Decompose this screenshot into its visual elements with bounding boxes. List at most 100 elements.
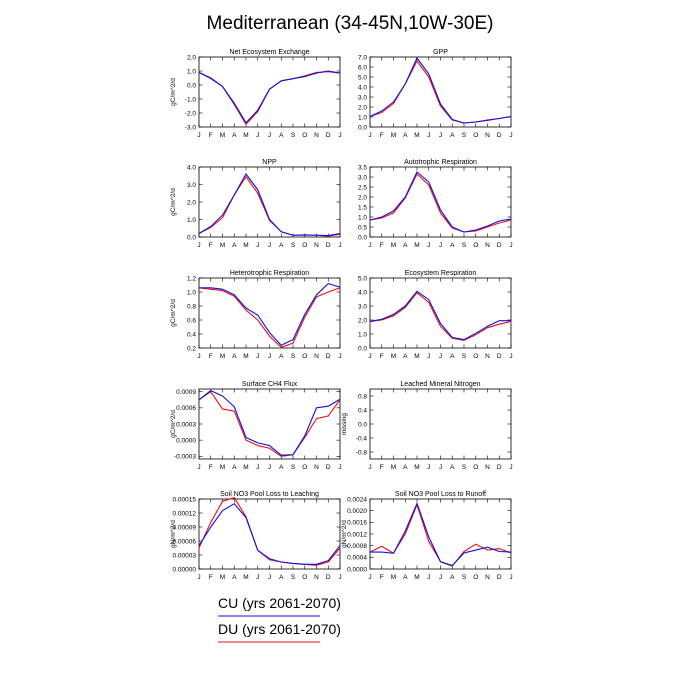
x-tick-label: S — [291, 353, 296, 360]
x-tick-label: F — [209, 574, 213, 581]
x-tick-label: J — [368, 242, 371, 249]
x-tick-label: F — [209, 132, 213, 139]
x-tick-label: J — [439, 242, 442, 249]
x-tick-label: F — [380, 132, 384, 139]
x-tick-label: M — [414, 132, 419, 139]
x-tick-label: A — [450, 353, 455, 360]
x-tick-label: A — [403, 464, 408, 471]
x-tick-label: J — [368, 464, 371, 471]
x-tick-label: M — [243, 242, 248, 249]
x-tick-label: J — [509, 132, 512, 139]
y-tick-label: 0.0000 — [347, 566, 367, 573]
plot-frame — [198, 166, 341, 238]
y-tick-label: 2.0 — [187, 199, 196, 206]
x-tick-label: A — [403, 242, 408, 249]
x-tick-label: J — [197, 132, 200, 139]
y-tick-label: 7.0 — [358, 54, 367, 61]
panel-title: Heterotrophic Respiration — [230, 270, 309, 277]
panel-heterotrophic-respiration: Heterotrophic Respiration gC/m^2/d 1.2 1.0 0… — [170, 270, 342, 360]
x-tick-label: J — [427, 574, 430, 581]
legend: CU (yrs 2061-2070) DU (yrs 2061-2070) — [218, 595, 341, 643]
y-tick-label: 0.5 — [358, 224, 367, 231]
x-tick-label: J — [338, 464, 341, 471]
y-tick-label: 0.00012 — [173, 510, 197, 517]
y-tick-label: 5.0 — [358, 275, 367, 282]
x-tick-label: M — [414, 574, 419, 581]
x-tick-label: J — [368, 132, 371, 139]
x-tick-label: J — [509, 353, 512, 360]
x-tick-label: A — [279, 464, 284, 471]
series-line-du — [198, 497, 341, 566]
series-line-cu — [199, 283, 341, 346]
series-line-cu — [198, 390, 341, 456]
y-tick-label: 2.0 — [358, 104, 367, 111]
x-tick-label: A — [232, 574, 237, 581]
y-tick-label: -0.8 — [356, 449, 368, 456]
x-tick-label: M — [243, 574, 248, 581]
series-line-du — [198, 176, 341, 237]
y-tick-label: 0.0008 — [347, 543, 367, 550]
x-tick-label: J — [256, 242, 259, 249]
y-tick-label: 4.0 — [358, 289, 367, 296]
series-line-cu — [370, 502, 512, 567]
panel-soil-no3-pool-loss-to-runoff: Soil NO3 Pool Loss to RunoffgN/m^2/d0.00… — [341, 491, 513, 581]
series-line-cu — [369, 171, 512, 233]
x-tick-label: D — [326, 242, 331, 249]
x-tick-label: S — [462, 242, 467, 249]
panel-title: GPP — [433, 49, 448, 56]
x-tick-label: J — [256, 132, 259, 139]
x-tick-label: D — [497, 464, 502, 471]
x-tick-label: A — [232, 242, 237, 249]
x-tick-label: F — [380, 353, 384, 360]
x-tick-label: J — [509, 242, 512, 249]
x-tick-label: M — [243, 132, 248, 139]
series-line-du — [369, 60, 512, 124]
chart-panels: Net Ecosystem Exchange gC/m^2/d 2.0 1.0 0.0 -… — [170, 49, 513, 581]
x-tick-label: O — [302, 574, 307, 581]
x-tick-label: J — [368, 353, 371, 360]
x-tick-label: J — [256, 574, 259, 581]
x-tick-label: S — [462, 574, 467, 581]
x-tick-label: D — [326, 574, 331, 581]
y-tick-label: 0.4 — [187, 331, 196, 338]
y-axis-label: gC/m^2/d — [170, 188, 177, 216]
x-tick-label: J — [268, 242, 271, 249]
x-tick-label: J — [439, 353, 442, 360]
x-tick-label: J — [427, 353, 430, 360]
x-tick-label: A — [450, 464, 455, 471]
y-axis-label: gC/m^2/d — [170, 410, 177, 438]
panel-title: Leached Mineral Nitrogen — [400, 381, 480, 388]
x-tick-label: J — [256, 353, 259, 360]
y-tick-label: 0.0020 — [347, 508, 367, 515]
series-line-cu — [198, 503, 341, 565]
x-tick-label: O — [473, 464, 478, 471]
y-axis-label: gC/m^2/d — [170, 299, 177, 327]
x-tick-label: J — [268, 464, 271, 471]
x-tick-label: N — [314, 464, 319, 471]
series-line-cu — [198, 173, 341, 237]
y-tick-label: 0.00003 — [173, 552, 197, 559]
y-tick-label: 1.5 — [358, 204, 367, 211]
x-tick-label: S — [462, 464, 467, 471]
plot-frame — [369, 277, 512, 349]
x-tick-label: M — [391, 132, 396, 139]
x-tick-label: D — [326, 464, 331, 471]
y-tick-label: 0.8 — [358, 393, 367, 400]
x-tick-label: A — [232, 132, 237, 139]
series-line-du — [369, 292, 512, 341]
x-tick-label: A — [450, 574, 455, 581]
x-tick-label: D — [326, 132, 331, 139]
x-tick-label: M — [391, 242, 396, 249]
x-tick-label: N — [314, 353, 319, 360]
x-tick-label: N — [314, 132, 319, 139]
panel-title: Ecosystem Respiration — [405, 270, 477, 277]
y-tick-label: 5.0 — [358, 74, 367, 81]
series-line-du — [369, 504, 512, 567]
x-tick-label: D — [497, 353, 502, 360]
x-tick-label: O — [302, 242, 307, 249]
y-tick-label: 0.0006 — [176, 405, 196, 412]
x-tick-label: N — [314, 574, 319, 581]
x-tick-label: J — [427, 464, 430, 471]
y-tick-label: 3.0 — [187, 182, 196, 189]
